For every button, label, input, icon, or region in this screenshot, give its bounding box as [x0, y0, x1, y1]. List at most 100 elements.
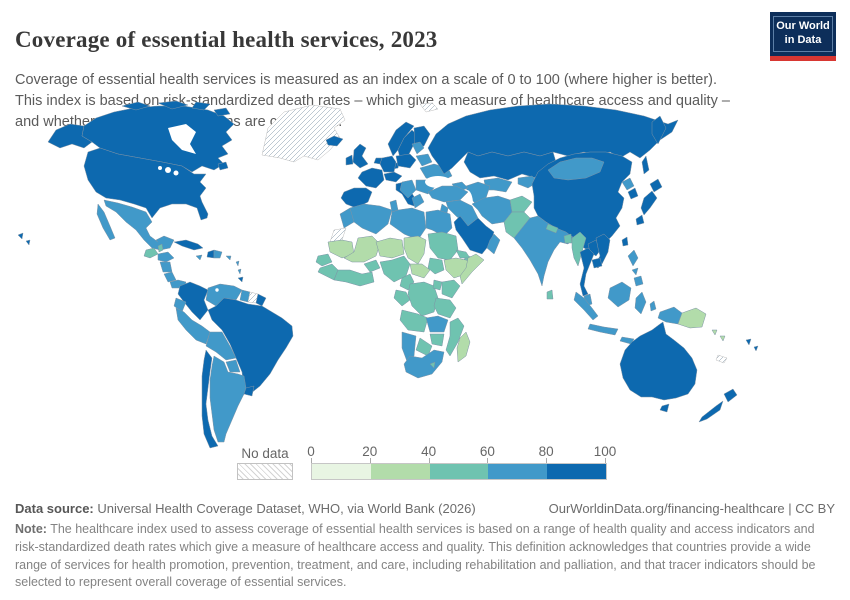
region-puerto-rico[interactable] [225, 255, 232, 261]
region-madagascar[interactable] [456, 331, 471, 363]
region-libya[interactable] [389, 207, 427, 241]
region-french-guiana[interactable] [255, 293, 267, 307]
region-nepal[interactable] [545, 223, 559, 234]
region-argentina[interactable] [209, 355, 247, 443]
region-kamchatka[interactable] [651, 115, 667, 145]
region-canada-arctic[interactable] [213, 107, 231, 117]
region-svalbard[interactable] [419, 102, 439, 113]
region-central-african-republic[interactable] [409, 263, 431, 279]
region-zambia[interactable] [425, 315, 449, 333]
legend-bin-20-40[interactable] [370, 464, 430, 479]
region-somalia[interactable] [459, 253, 485, 285]
legend-color-bar[interactable] [311, 463, 607, 480]
region-nigeria[interactable] [379, 255, 411, 283]
region-canada-arctic[interactable] [191, 101, 211, 111]
region-newfoundland[interactable] [217, 161, 229, 171]
region-kenya[interactable] [441, 279, 461, 299]
region-zimbabwe[interactable] [429, 333, 445, 347]
region-fiji[interactable] [745, 338, 752, 346]
region-cuba[interactable] [173, 239, 204, 251]
region-chile[interactable] [201, 349, 219, 449]
region-canada-arctic[interactable] [157, 100, 189, 110]
region-papua-new-guinea[interactable] [677, 307, 707, 329]
region-angola[interactable] [399, 309, 429, 333]
region-hawaii[interactable] [25, 239, 31, 246]
region-burkina-faso[interactable] [363, 259, 381, 273]
legend-bin-60-80[interactable] [488, 464, 548, 479]
region-afghanistan[interactable] [509, 195, 533, 213]
region-solomon-islands[interactable] [711, 329, 718, 336]
legend-bin-0-20[interactable] [312, 464, 371, 479]
region-lesotho[interactable] [429, 361, 436, 369]
region-thailand[interactable] [579, 247, 595, 297]
region-cambodia[interactable] [591, 257, 603, 269]
region-moluccas[interactable] [649, 300, 657, 312]
region-sulawesi[interactable] [634, 291, 647, 315]
region-bolivia[interactable] [205, 331, 237, 361]
region-uruguay[interactable] [243, 385, 255, 397]
region-ghana-cote-divoire[interactable] [333, 269, 375, 287]
region-sri-lanka[interactable] [546, 289, 554, 300]
region-balkans[interactable] [399, 179, 417, 199]
region-fiji[interactable] [753, 345, 759, 352]
region-peru[interactable] [175, 307, 211, 345]
region-solomon-islands[interactable] [719, 335, 726, 342]
region-chad[interactable] [403, 235, 427, 265]
region-jamaica[interactable] [195, 254, 203, 261]
region-algeria[interactable] [349, 203, 393, 235]
region-japan-hokkaido[interactable] [649, 178, 663, 193]
legend-bin-80-100[interactable] [547, 464, 606, 479]
region-trinidad[interactable] [237, 276, 244, 283]
region-uganda[interactable] [432, 279, 443, 291]
region-philippines[interactable] [631, 267, 639, 276]
region-new-zealand-south[interactable] [698, 400, 724, 423]
region-brazil[interactable] [207, 297, 294, 395]
region-philippines[interactable] [627, 249, 639, 267]
region-norway[interactable] [387, 121, 415, 157]
region-iceland[interactable] [325, 135, 344, 147]
region-australia[interactable] [619, 321, 698, 401]
region-japan-honshu[interactable] [640, 190, 658, 216]
region-eritrea[interactable] [455, 249, 471, 259]
region-oman[interactable] [486, 233, 501, 255]
region-sumatra[interactable] [573, 291, 599, 321]
region-egypt[interactable] [425, 209, 453, 237]
region-sakhalin[interactable] [641, 155, 650, 175]
region-guatemala[interactable] [143, 247, 159, 259]
region-south-sudan[interactable] [427, 257, 445, 275]
region-honduras[interactable] [157, 251, 175, 263]
region-java[interactable] [587, 323, 619, 336]
region-borneo[interactable] [607, 281, 632, 308]
region-haiti[interactable] [206, 249, 215, 259]
region-belarus[interactable] [415, 153, 433, 167]
region-mongolia[interactable] [547, 157, 605, 181]
region-mexico[interactable] [103, 199, 175, 251]
region-greece[interactable] [411, 193, 425, 209]
region-turkey[interactable] [427, 185, 469, 203]
region-united-kingdom[interactable] [352, 143, 369, 169]
region-baja-california[interactable] [96, 203, 116, 241]
legend-no-data-swatch[interactable] [237, 463, 293, 480]
region-paraguay[interactable] [225, 359, 241, 373]
region-north-korea[interactable] [621, 177, 635, 191]
region-greenland[interactable] [261, 104, 346, 163]
region-new-zealand-north[interactable] [723, 388, 738, 403]
region-japan-kyushu[interactable] [635, 214, 645, 226]
region-west-papua[interactable] [657, 306, 683, 325]
region-tanzania[interactable] [433, 297, 457, 319]
region-tasmania[interactable] [659, 403, 670, 413]
region-usa[interactable] [83, 147, 209, 221]
world-choropleth-map[interactable] [0, 100, 850, 470]
region-myanmar[interactable] [571, 231, 587, 267]
region-belize[interactable] [157, 243, 164, 253]
legend-bin-40-60[interactable] [429, 464, 489, 479]
region-poland[interactable] [395, 153, 417, 169]
region-drc[interactable] [407, 281, 439, 317]
region-nicaragua[interactable] [159, 261, 173, 273]
region-hawaii[interactable] [17, 232, 24, 240]
region-spain-portugal[interactable] [340, 187, 373, 209]
region-gabon-congo[interactable] [393, 289, 411, 307]
region-costa-rica[interactable] [163, 271, 177, 283]
region-canada-arctic[interactable] [121, 101, 151, 111]
region-central-europe[interactable] [383, 171, 403, 183]
